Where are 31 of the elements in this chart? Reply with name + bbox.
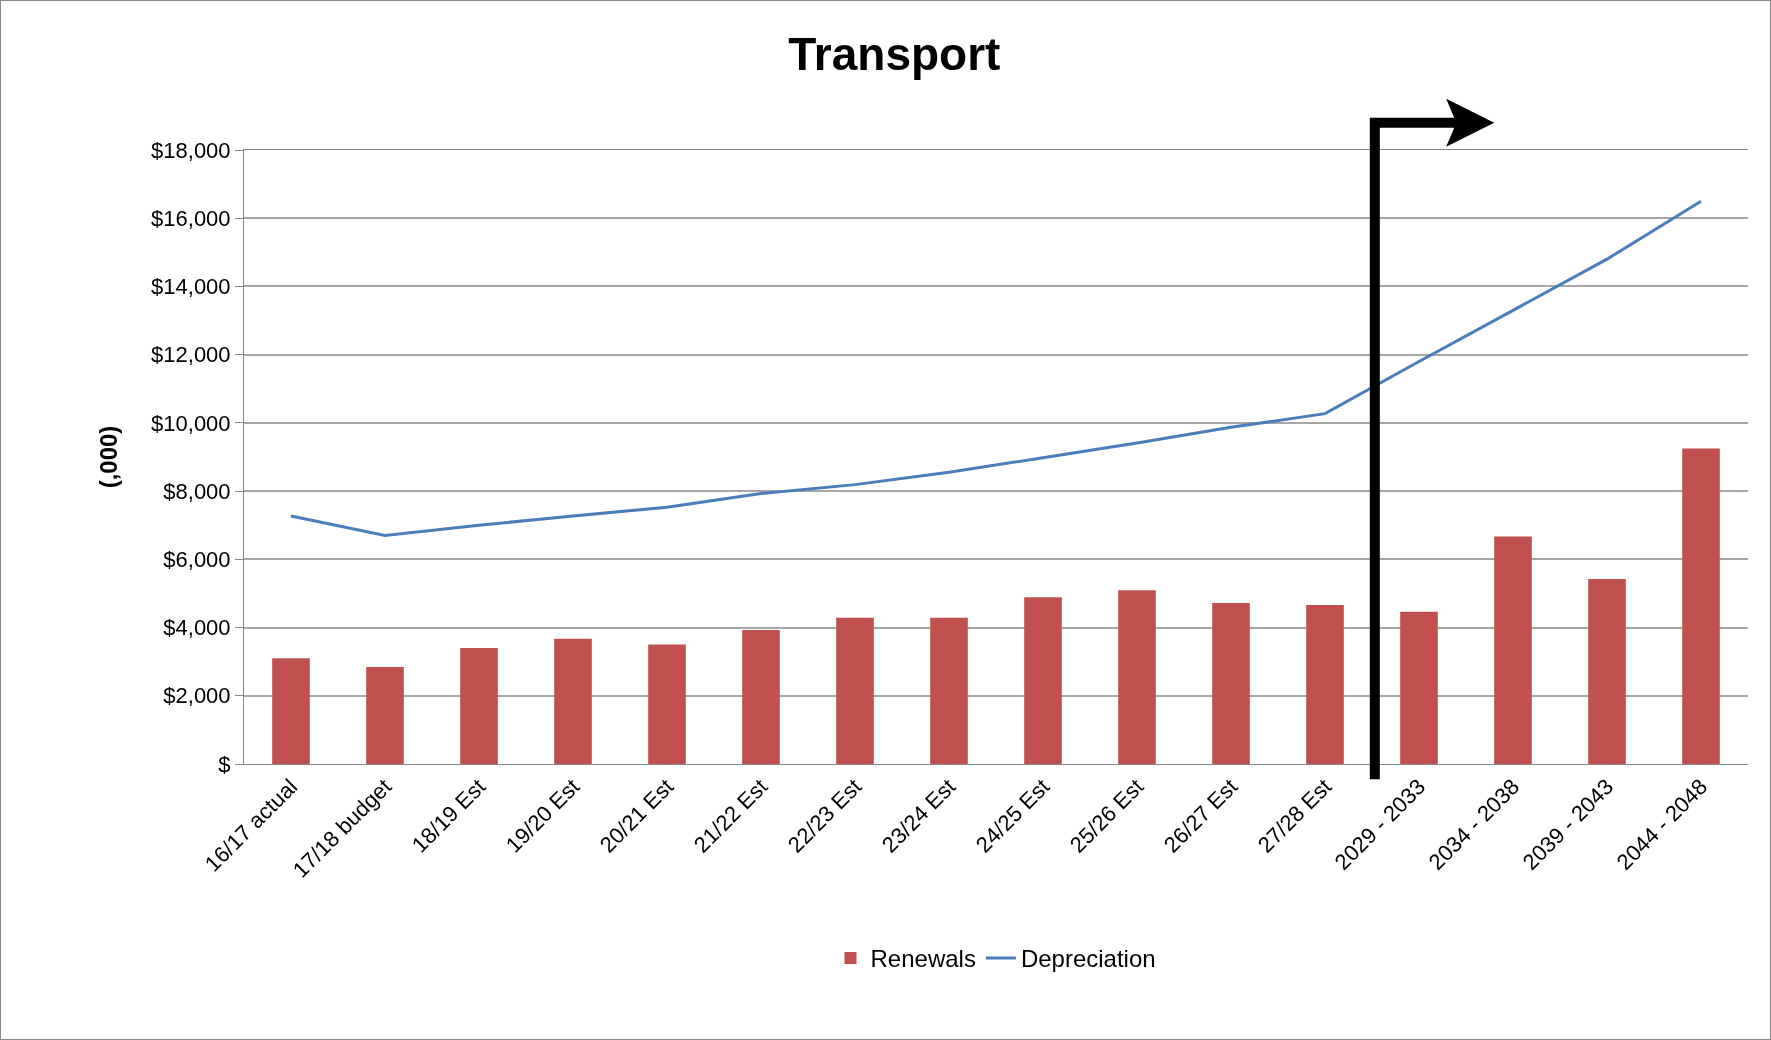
- y-tick-label: $16,000: [151, 205, 231, 231]
- bar: [554, 638, 592, 764]
- y-tick-label: $4,000: [163, 615, 231, 641]
- bar: [1682, 448, 1720, 764]
- bar: [272, 658, 310, 764]
- line-series: [289, 199, 1703, 537]
- y-axis-title: (,000): [95, 425, 123, 489]
- bar: [366, 667, 404, 764]
- bar: [930, 617, 968, 764]
- y-tick-label: $14,000: [151, 274, 231, 300]
- chart-title: Transport: [788, 27, 1001, 80]
- legend-label: Depreciation: [1020, 945, 1156, 973]
- legend-label: Renewals: [870, 945, 976, 973]
- bar: [460, 648, 498, 764]
- bar: [1212, 603, 1250, 764]
- y-tick-label: $12,000: [151, 342, 231, 368]
- bar: [1400, 611, 1438, 764]
- bar: [1118, 590, 1156, 764]
- y-tick-label: $: [218, 751, 231, 777]
- y-tick-label: $8,000: [163, 478, 231, 504]
- y-tick-label: $2,000: [163, 683, 231, 709]
- y-tick-label: $6,000: [163, 547, 231, 573]
- bar: [1494, 536, 1532, 764]
- bar: [1588, 579, 1626, 764]
- bar: [648, 644, 686, 764]
- bar: [1024, 597, 1062, 764]
- bar: [742, 629, 780, 764]
- bar: [836, 617, 874, 764]
- y-tick-label: $10,000: [151, 410, 231, 436]
- y-tick-label: $18,000: [151, 137, 231, 163]
- bar: [1306, 605, 1344, 764]
